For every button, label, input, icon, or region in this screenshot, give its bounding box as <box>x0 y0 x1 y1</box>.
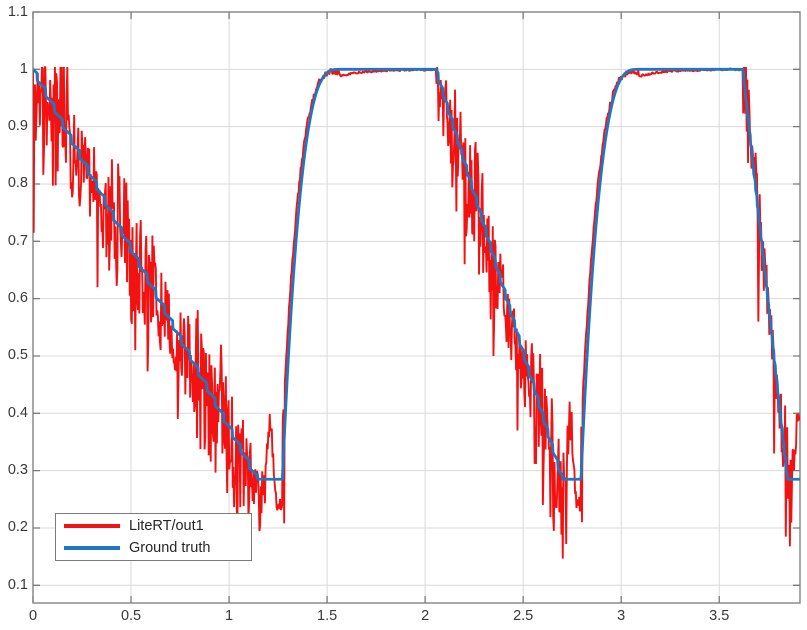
legend-entry-ground-truth: Ground truth <box>56 538 251 558</box>
legend-entry-litert-out1: LiteRT/out1 <box>56 516 251 536</box>
legend-line-swatch-blue <box>64 546 120 550</box>
legend-line-swatch-red <box>64 524 120 528</box>
legend[interactable]: LiteRT/out1 Ground truth <box>55 513 252 561</box>
legend-label-litert-out1: LiteRT/out1 <box>129 518 204 534</box>
legend-label-ground-truth: Ground truth <box>129 540 211 556</box>
